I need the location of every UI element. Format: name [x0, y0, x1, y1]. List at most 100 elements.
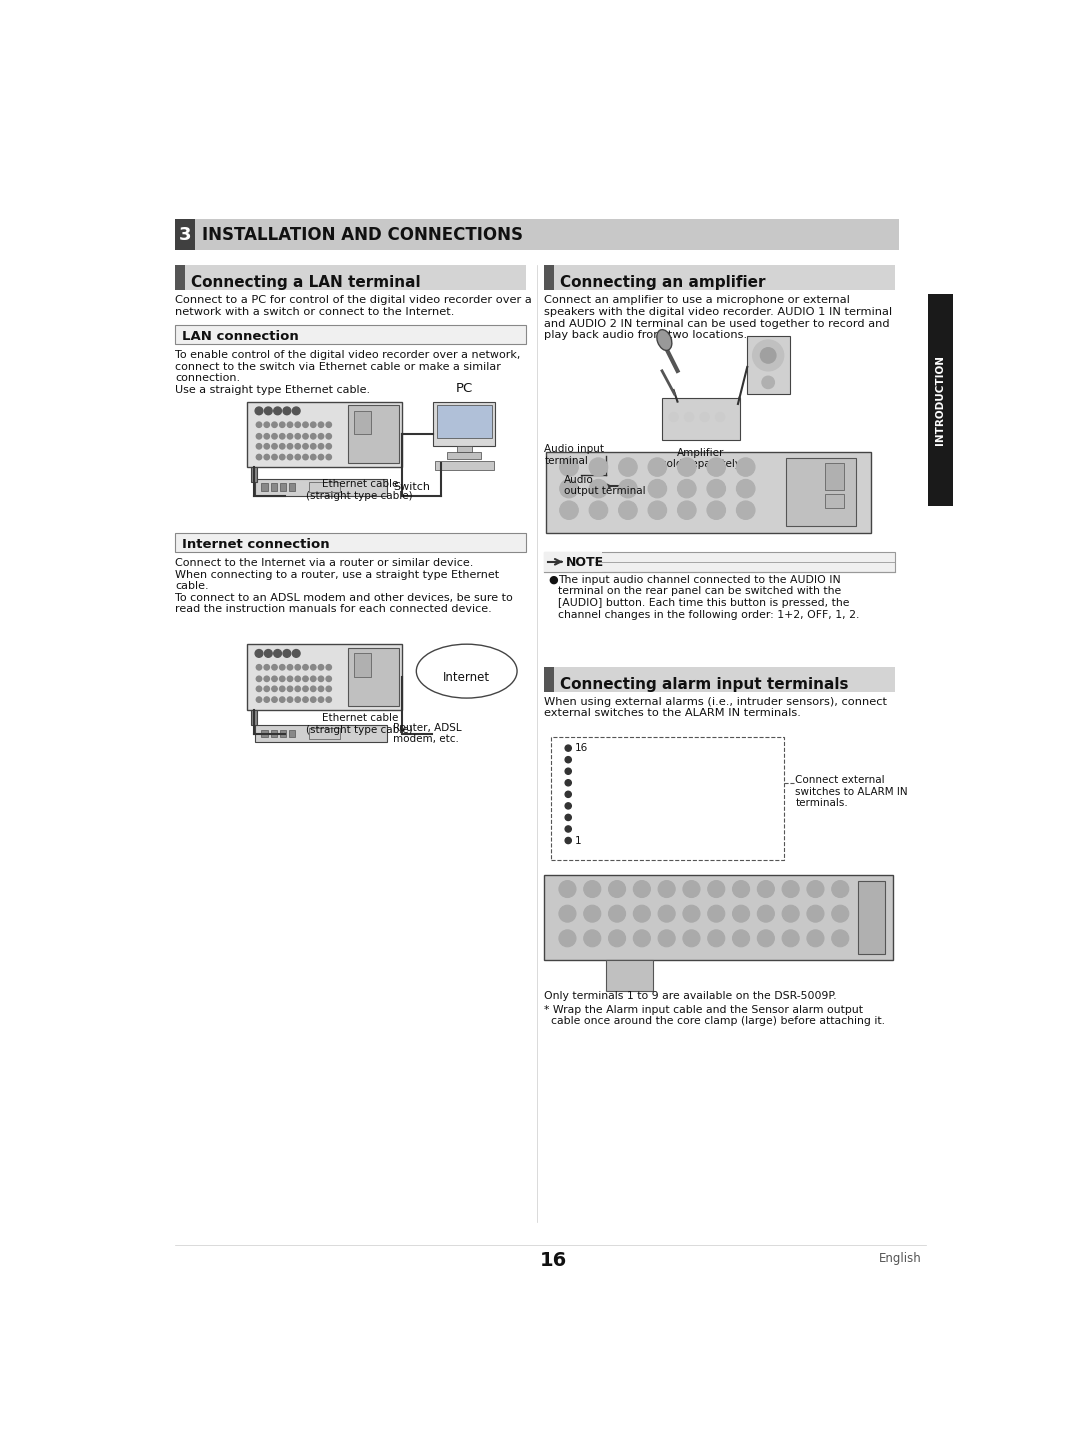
Bar	[859, 881, 886, 954]
Circle shape	[707, 931, 725, 947]
Bar	[247, 401, 403, 467]
Text: English: English	[879, 1252, 921, 1265]
Circle shape	[293, 650, 300, 657]
Circle shape	[737, 480, 755, 497]
Circle shape	[264, 443, 270, 449]
Bar	[280, 483, 286, 491]
Circle shape	[311, 455, 316, 459]
Ellipse shape	[657, 330, 672, 350]
Circle shape	[707, 906, 725, 922]
Circle shape	[264, 686, 270, 692]
Circle shape	[265, 650, 272, 657]
Circle shape	[287, 664, 293, 670]
Circle shape	[256, 696, 261, 702]
Circle shape	[319, 664, 324, 670]
Circle shape	[273, 650, 282, 657]
Circle shape	[707, 881, 725, 897]
Bar	[175, 220, 194, 250]
Text: Switch: Switch	[393, 483, 430, 491]
Bar	[544, 265, 554, 289]
Circle shape	[319, 696, 324, 702]
Circle shape	[757, 906, 774, 922]
Circle shape	[565, 803, 571, 808]
Circle shape	[287, 455, 293, 459]
Circle shape	[683, 881, 700, 897]
Circle shape	[272, 696, 278, 702]
Circle shape	[677, 480, 697, 497]
Circle shape	[264, 664, 270, 670]
Circle shape	[737, 458, 755, 477]
Circle shape	[619, 458, 637, 477]
Circle shape	[280, 455, 285, 459]
Bar	[255, 478, 387, 496]
Circle shape	[319, 676, 324, 682]
Circle shape	[302, 422, 308, 427]
Circle shape	[264, 696, 270, 702]
Text: Internet: Internet	[443, 670, 490, 683]
Circle shape	[707, 502, 726, 519]
Circle shape	[583, 931, 600, 947]
Circle shape	[565, 756, 571, 763]
Bar	[662, 398, 740, 441]
Text: Ethernet cable
(straight type cable): Ethernet cable (straight type cable)	[307, 480, 413, 502]
Circle shape	[273, 407, 282, 414]
Circle shape	[326, 676, 332, 682]
Bar	[247, 644, 403, 710]
Text: 1: 1	[575, 836, 581, 846]
Circle shape	[590, 480, 608, 497]
Circle shape	[280, 433, 285, 439]
Bar	[544, 551, 603, 571]
Circle shape	[326, 696, 332, 702]
Circle shape	[283, 407, 291, 414]
Circle shape	[311, 422, 316, 427]
Bar	[289, 730, 296, 737]
Circle shape	[782, 931, 799, 947]
Circle shape	[633, 881, 650, 897]
Text: Connecting an amplifier: Connecting an amplifier	[559, 275, 766, 289]
Circle shape	[256, 443, 261, 449]
Circle shape	[256, 676, 261, 682]
Circle shape	[272, 422, 278, 427]
Circle shape	[280, 422, 285, 427]
Circle shape	[326, 686, 332, 692]
Circle shape	[677, 458, 697, 477]
Bar	[280, 730, 286, 737]
Bar	[551, 737, 784, 859]
Text: Ethernet cable
(straight type cable): Ethernet cable (straight type cable)	[307, 714, 413, 736]
Bar	[175, 265, 185, 289]
Circle shape	[648, 502, 666, 519]
Circle shape	[590, 502, 608, 519]
Circle shape	[565, 791, 571, 797]
Text: INSTALLATION AND CONNECTIONS: INSTALLATION AND CONNECTIONS	[202, 225, 523, 243]
Bar	[175, 324, 526, 345]
Circle shape	[283, 650, 291, 657]
Circle shape	[287, 422, 293, 427]
Circle shape	[287, 686, 293, 692]
Circle shape	[707, 458, 726, 477]
Circle shape	[683, 906, 700, 922]
Bar	[271, 730, 276, 737]
Circle shape	[669, 413, 678, 422]
Circle shape	[648, 458, 666, 477]
Bar	[252, 710, 257, 726]
Bar	[606, 960, 652, 990]
Circle shape	[280, 686, 285, 692]
Bar	[825, 464, 845, 490]
Bar	[433, 401, 496, 446]
Circle shape	[700, 413, 710, 422]
Circle shape	[633, 931, 650, 947]
Circle shape	[753, 340, 784, 371]
Bar	[271, 483, 276, 491]
Circle shape	[737, 502, 755, 519]
Circle shape	[311, 676, 316, 682]
Circle shape	[302, 696, 308, 702]
Circle shape	[559, 906, 576, 922]
Circle shape	[272, 443, 278, 449]
Text: PC: PC	[456, 382, 473, 395]
Circle shape	[732, 881, 750, 897]
Bar	[544, 875, 893, 960]
Circle shape	[295, 455, 300, 459]
Circle shape	[264, 676, 270, 682]
Text: Amplifier
(sold separately): Amplifier (sold separately)	[657, 448, 745, 470]
Circle shape	[762, 377, 774, 388]
